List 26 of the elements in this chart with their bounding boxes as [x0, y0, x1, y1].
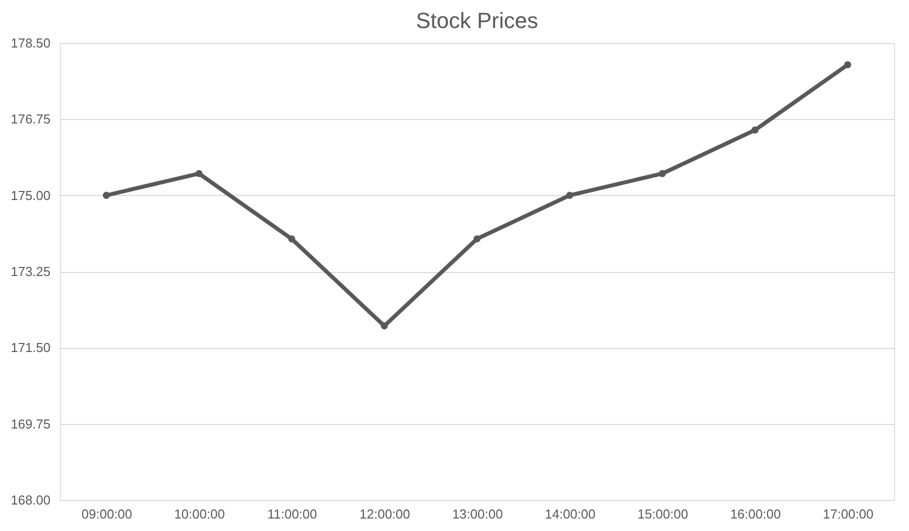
point: [658, 170, 666, 178]
y-tick-label: 173.25: [10, 264, 50, 279]
point: [844, 61, 852, 68]
point: [751, 126, 759, 134]
point: [473, 235, 481, 242]
y-tick-label: 175.00: [10, 188, 50, 203]
x-tick-label: 17:00:00: [822, 506, 874, 522]
y-tick-label: 169.75: [10, 416, 50, 432]
x-tick-label: 09:00:00: [82, 506, 132, 522]
y-tick-label: 168.00: [10, 492, 50, 508]
y-tick-label: 178.50: [10, 36, 50, 50]
x-tick-label: 10:00:00: [174, 506, 225, 522]
x-tick-label: 15:00:00: [638, 506, 688, 522]
x-tick-label: 16:00:00: [730, 506, 781, 522]
x-tick-label: 14:00:00: [544, 506, 596, 522]
point: [195, 170, 203, 178]
point: [288, 235, 296, 242]
x-tick-label: 11:00:00: [267, 506, 317, 522]
x-tick-label: 12:00:00: [360, 506, 410, 522]
y-tick-label: 176.75: [10, 112, 50, 127]
point: [566, 192, 574, 199]
chart-title: Stock Prices: [416, 8, 538, 33]
x-tick-label: 13:00:00: [452, 506, 503, 522]
point: [380, 322, 388, 330]
point: [102, 192, 110, 199]
y-tick-label: 171.50: [10, 340, 50, 356]
